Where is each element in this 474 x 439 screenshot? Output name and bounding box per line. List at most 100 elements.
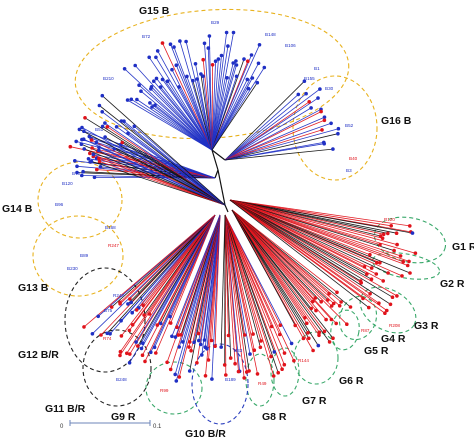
- leaf-node: [311, 299, 315, 304]
- tree-branch: [156, 78, 213, 151]
- leaf-node: [118, 349, 123, 354]
- leaf-label: R99: [160, 388, 169, 393]
- leaf-node: [380, 236, 385, 240]
- tree-branch: [83, 214, 216, 328]
- leaf-node: [375, 260, 379, 265]
- leaf-node: [334, 321, 339, 326]
- leaf-node: [118, 300, 122, 305]
- tree-branch: [229, 199, 377, 275]
- leaf-node: [103, 121, 107, 125]
- leaf-node: [248, 352, 252, 356]
- leaf-node: [367, 305, 371, 310]
- tree-backbone-branch: [221, 189, 226, 206]
- leaf-node: [386, 271, 390, 275]
- tree-branch: [143, 214, 216, 316]
- tree-branch: [171, 214, 221, 337]
- leaf-node: [224, 30, 229, 35]
- leaf-label: B89: [80, 253, 89, 258]
- leaf-node: [246, 59, 250, 63]
- tree-branch: [229, 199, 371, 295]
- leaf-node: [336, 131, 340, 136]
- leaf-node: [386, 231, 390, 236]
- leaf-node: [369, 277, 374, 282]
- leaf-node: [135, 97, 139, 102]
- leaf-node: [381, 232, 386, 237]
- leaf-node: [179, 333, 183, 337]
- leaf-node: [74, 139, 78, 144]
- leaf-node: [258, 345, 263, 350]
- leaf-node: [202, 41, 207, 46]
- leaf-node: [318, 87, 322, 91]
- tree-branch: [102, 95, 226, 206]
- leaf-node: [388, 302, 393, 307]
- tree-branch: [126, 214, 216, 354]
- leaf-node: [242, 333, 247, 337]
- leaf-node: [177, 85, 181, 89]
- leaf-node: [95, 167, 99, 172]
- leaf-node: [231, 61, 235, 65]
- group-label-g10: G10 B/R: [185, 428, 226, 439]
- group-label-g13: G13 B: [18, 282, 49, 294]
- leaf-node: [272, 350, 277, 354]
- leaf-node: [99, 333, 103, 337]
- tree-branches: [70, 32, 416, 382]
- leaf-node: [234, 74, 239, 79]
- leaf-node: [245, 77, 250, 82]
- tree-branch: [224, 214, 229, 336]
- tree-branch: [91, 161, 226, 206]
- tree-branch: [224, 93, 307, 161]
- leaf-label: B106: [285, 43, 296, 48]
- tree-branch: [162, 42, 213, 151]
- scale-max-label: 0.1: [153, 424, 162, 430]
- leaf-node: [378, 243, 382, 247]
- leaf-label: R49: [258, 381, 267, 386]
- leaf-node: [324, 317, 328, 322]
- leaf-label: R247: [108, 243, 119, 248]
- tree-branch: [173, 46, 213, 151]
- leaf-node: [112, 147, 117, 151]
- leaf-node: [374, 272, 379, 276]
- leaf-node: [203, 374, 208, 378]
- tree-branch: [224, 214, 258, 374]
- tree-branch: [231, 209, 296, 326]
- leaf-node: [269, 324, 274, 329]
- tree-branch: [224, 214, 248, 373]
- tree-branch: [155, 57, 213, 151]
- tree-branch: [224, 94, 299, 161]
- leaf-node: [137, 83, 141, 87]
- leaf-node: [201, 57, 205, 62]
- group-ellipse-g14: [37, 161, 123, 239]
- leaf-node: [91, 152, 96, 157]
- leaf-node: [256, 61, 261, 66]
- leaf-node: [97, 145, 101, 150]
- leaf-node: [197, 338, 201, 343]
- leaf-node: [226, 333, 231, 338]
- leaf-label: B168: [105, 225, 116, 230]
- leaf-node: [405, 263, 410, 268]
- leaf-node: [224, 373, 228, 377]
- leaf-node: [309, 106, 313, 110]
- leaf-node: [184, 39, 188, 44]
- leaf-node: [216, 57, 221, 61]
- leaf-node: [322, 115, 327, 119]
- leaf-node: [213, 344, 217, 349]
- leaf-node: [322, 329, 327, 334]
- leaf-node: [408, 271, 412, 275]
- leaf-node: [148, 101, 152, 105]
- leaf-node: [305, 321, 309, 326]
- leaf-node: [219, 345, 223, 349]
- leaf-label: B75: [104, 308, 113, 313]
- leaf-node: [335, 290, 339, 295]
- leaf-node: [88, 151, 92, 156]
- leaf-node: [339, 300, 343, 304]
- leaf-node: [302, 79, 307, 83]
- leaf-node: [219, 53, 224, 58]
- group-label-g7: G7 R: [302, 395, 327, 407]
- tree-branch: [229, 199, 408, 266]
- leaf-node: [206, 358, 211, 362]
- tree-branch: [211, 32, 227, 151]
- leaf-node: [319, 109, 323, 114]
- leaf-node: [175, 325, 179, 330]
- leaf-label: B3: [346, 168, 352, 173]
